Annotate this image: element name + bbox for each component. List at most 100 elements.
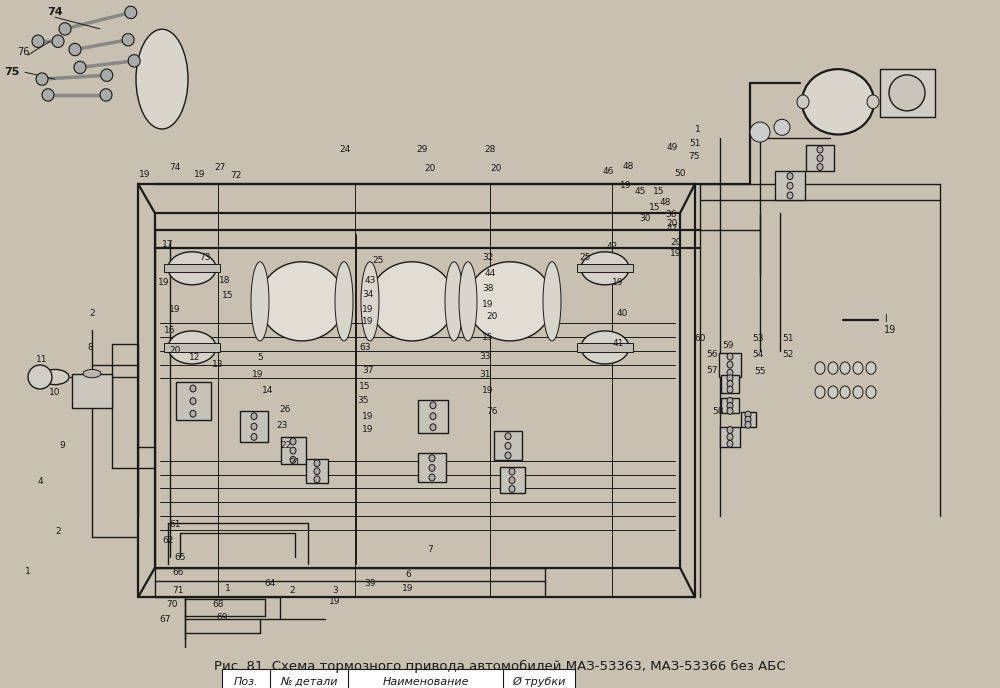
- Text: 17: 17: [162, 239, 174, 249]
- Ellipse shape: [727, 386, 733, 393]
- Text: 48: 48: [622, 162, 634, 171]
- Ellipse shape: [802, 69, 874, 134]
- Text: 19: 19: [252, 370, 264, 380]
- Ellipse shape: [251, 413, 257, 420]
- Text: 1: 1: [25, 566, 31, 576]
- Text: 21: 21: [289, 458, 301, 467]
- Ellipse shape: [260, 261, 344, 341]
- Ellipse shape: [745, 411, 751, 418]
- Text: 3: 3: [332, 585, 338, 595]
- Text: 40: 40: [616, 308, 628, 318]
- Text: 8: 8: [87, 343, 93, 352]
- Text: 74: 74: [169, 162, 181, 172]
- Text: 46: 46: [602, 167, 614, 177]
- Text: 74: 74: [47, 8, 63, 17]
- Text: 15: 15: [359, 382, 371, 391]
- Ellipse shape: [430, 413, 436, 420]
- Text: Наименование: Наименование: [382, 677, 469, 687]
- Ellipse shape: [290, 447, 296, 454]
- Text: 49: 49: [666, 143, 678, 153]
- Text: 20: 20: [490, 164, 502, 173]
- Ellipse shape: [817, 155, 823, 162]
- Text: 29: 29: [416, 145, 428, 155]
- Text: 43: 43: [364, 276, 376, 286]
- Text: 23: 23: [276, 420, 288, 430]
- Text: 53: 53: [752, 334, 764, 343]
- Bar: [720, 427, 740, 447]
- Bar: [719, 353, 741, 377]
- Text: 76: 76: [486, 407, 498, 416]
- Ellipse shape: [509, 468, 515, 475]
- Text: 57: 57: [706, 365, 718, 375]
- Ellipse shape: [36, 73, 48, 85]
- Text: 15: 15: [482, 332, 494, 342]
- Text: 48: 48: [659, 198, 671, 208]
- Ellipse shape: [136, 29, 188, 129]
- Bar: [280, 437, 306, 464]
- Circle shape: [28, 365, 52, 389]
- Text: 5: 5: [257, 353, 263, 363]
- Text: 51: 51: [782, 334, 794, 343]
- Ellipse shape: [74, 61, 86, 74]
- Text: 19: 19: [169, 305, 181, 314]
- Text: 70: 70: [166, 599, 178, 609]
- Text: Ø трубки: Ø трубки: [512, 677, 566, 687]
- Ellipse shape: [251, 261, 269, 341]
- Ellipse shape: [581, 252, 629, 285]
- Ellipse shape: [866, 386, 876, 398]
- Text: 64: 64: [264, 579, 276, 588]
- Ellipse shape: [817, 146, 823, 153]
- Ellipse shape: [840, 362, 850, 374]
- Ellipse shape: [429, 474, 435, 481]
- Ellipse shape: [727, 398, 733, 405]
- Ellipse shape: [505, 433, 511, 440]
- Circle shape: [889, 75, 925, 111]
- Text: 66: 66: [172, 568, 184, 577]
- Text: 19: 19: [402, 583, 414, 593]
- Ellipse shape: [335, 261, 353, 341]
- Bar: [222, 669, 575, 688]
- Text: 41: 41: [612, 339, 624, 349]
- Text: 10: 10: [49, 387, 61, 397]
- Ellipse shape: [370, 261, 454, 341]
- Text: 35: 35: [357, 396, 369, 405]
- Bar: [740, 412, 756, 427]
- Text: 11: 11: [36, 354, 48, 364]
- Ellipse shape: [866, 362, 876, 374]
- Ellipse shape: [581, 331, 629, 364]
- Bar: [306, 460, 328, 484]
- Circle shape: [750, 122, 770, 142]
- Ellipse shape: [83, 369, 101, 378]
- Ellipse shape: [52, 35, 64, 47]
- Text: 14: 14: [262, 386, 274, 396]
- Text: 52: 52: [782, 350, 794, 359]
- Ellipse shape: [853, 386, 863, 398]
- Text: 2: 2: [55, 527, 61, 537]
- Text: 54: 54: [752, 350, 764, 359]
- Ellipse shape: [445, 261, 463, 341]
- Text: 36: 36: [665, 210, 677, 219]
- Text: 7: 7: [427, 544, 433, 554]
- Ellipse shape: [168, 331, 216, 364]
- Text: 44: 44: [484, 269, 496, 279]
- Text: 20: 20: [424, 164, 436, 173]
- Bar: [806, 145, 834, 171]
- Text: 59: 59: [722, 341, 734, 350]
- Ellipse shape: [32, 35, 44, 47]
- Ellipse shape: [727, 375, 733, 382]
- Text: 61: 61: [169, 519, 181, 529]
- Ellipse shape: [122, 34, 134, 46]
- Text: 65: 65: [174, 552, 186, 562]
- Ellipse shape: [840, 386, 850, 398]
- Text: 73: 73: [199, 253, 211, 263]
- Ellipse shape: [727, 353, 733, 360]
- Ellipse shape: [190, 385, 196, 392]
- Text: 47: 47: [666, 224, 678, 233]
- Text: 30: 30: [639, 214, 651, 224]
- Ellipse shape: [745, 416, 751, 423]
- Ellipse shape: [727, 402, 733, 409]
- Text: 56: 56: [706, 350, 718, 359]
- Ellipse shape: [314, 460, 320, 466]
- Ellipse shape: [815, 362, 825, 374]
- Text: 6: 6: [405, 570, 411, 579]
